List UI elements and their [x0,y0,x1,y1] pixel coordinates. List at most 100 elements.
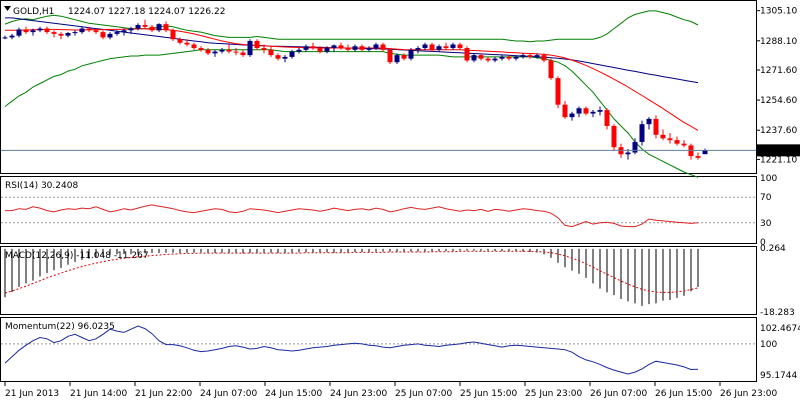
candle-body [555,78,561,105]
candle-body [51,32,57,34]
candle-body [443,46,449,49]
candle-body [72,32,78,34]
time-tick-label: 21 Jun 22:00 [135,389,192,399]
candle-body [359,46,365,50]
candle-body [100,32,106,38]
candle-body [485,58,491,61]
candle-body [142,25,148,27]
candle-body [590,111,596,114]
candle-body [450,44,456,49]
momentum-tick-label: 95.1744 [760,371,797,381]
candle-body [58,33,64,36]
candle-body [212,51,218,54]
candle-body [289,51,295,57]
candle-body [275,55,281,59]
candle-body [114,32,120,34]
candle-body [37,28,43,31]
momentum-title: Momentum(22) 96.0235 [5,322,115,332]
rsi-tick-label: 100 [760,174,777,184]
time-tick-label: 26 Jun 15:00 [655,389,712,399]
candle-body [135,25,141,29]
last-price-box [757,144,800,157]
candle-body [401,55,407,59]
candle-body [2,37,8,39]
candle-body [65,32,71,36]
candle-body [422,44,428,49]
candle-body [380,44,386,50]
candle-body [520,55,526,57]
price-pane [1,10,756,178]
candle-body [345,48,351,50]
overlay-bollinger-lower [4,49,699,178]
overlay-ma-slow [5,17,699,84]
candle-body [233,51,239,53]
macd-pane [4,248,699,306]
candle-body [548,60,554,79]
rsi-line [5,204,699,228]
candle-body [79,28,85,33]
candle-body [128,28,134,31]
candle-body [471,55,477,61]
candle-body [534,55,540,57]
candle-body [492,58,498,61]
candle-body [44,28,50,33]
ohlc-readout: 1224.07 1227.18 1224.07 1226.22 [68,7,225,17]
macd-signal-line [4,250,699,294]
time-tick-label: 24 Jun 23:00 [330,389,387,399]
time-tick-label: 26 Jun 23:00 [720,389,777,399]
momentum-line [4,325,699,375]
candle-body [674,140,680,144]
rsi-tick-label: 70 [760,193,772,203]
candle-body [254,40,260,49]
candle-body [191,44,197,49]
collapse-triangle-icon[interactable] [4,6,11,11]
price-tick-label: 1288.10 [760,37,797,47]
candle-body [205,49,211,54]
candle-body [464,48,470,61]
pane-frames [0,0,757,382]
candle-body [121,30,127,33]
candle-body [506,56,512,59]
candle-body [93,30,99,33]
candle-body [639,124,645,142]
time-tick-label: 25 Jun 15:00 [460,389,517,399]
candle-body [702,150,708,155]
candle-body [387,49,393,63]
candle-body [394,55,400,63]
momentum-tick-label: 102.4674 [760,324,800,334]
candle-body [30,30,36,33]
candle-body [163,24,169,31]
rsi-tick-label: 30 [760,219,772,229]
candle-body [86,28,92,31]
candle-body [16,29,22,36]
candle-body [436,46,442,50]
candle-body [408,49,414,59]
price-tick-label: 1271.60 [760,66,797,76]
candle-body [338,45,344,49]
candle-body [429,44,435,50]
candle-body [219,49,225,52]
candle-body [373,44,379,49]
price-tick-label: 1221.10 [760,155,797,165]
time-tick-label: 26 Jun 07:00 [590,389,647,399]
candle-body [660,134,666,139]
candle-body [562,104,568,118]
macd-tick-label: -18.283 [760,308,795,318]
candle-body [583,108,589,114]
price-tick-label: 1305.10 [760,7,797,17]
pane-titles: GOLD,H1 1224.07 1227.18 1224.07 1226.22 … [4,6,225,332]
candle-body [611,125,617,148]
candle-body [527,55,533,57]
macd-tick-label: 0.264 [760,244,786,254]
candle-body [597,110,603,112]
candle-body [310,46,316,49]
candle-body [576,108,582,114]
candle-body [415,48,421,50]
candle-body [184,42,190,45]
candle-body [324,48,330,52]
candle-body [331,45,337,49]
candle-body [268,49,274,56]
candle-body [478,55,484,59]
